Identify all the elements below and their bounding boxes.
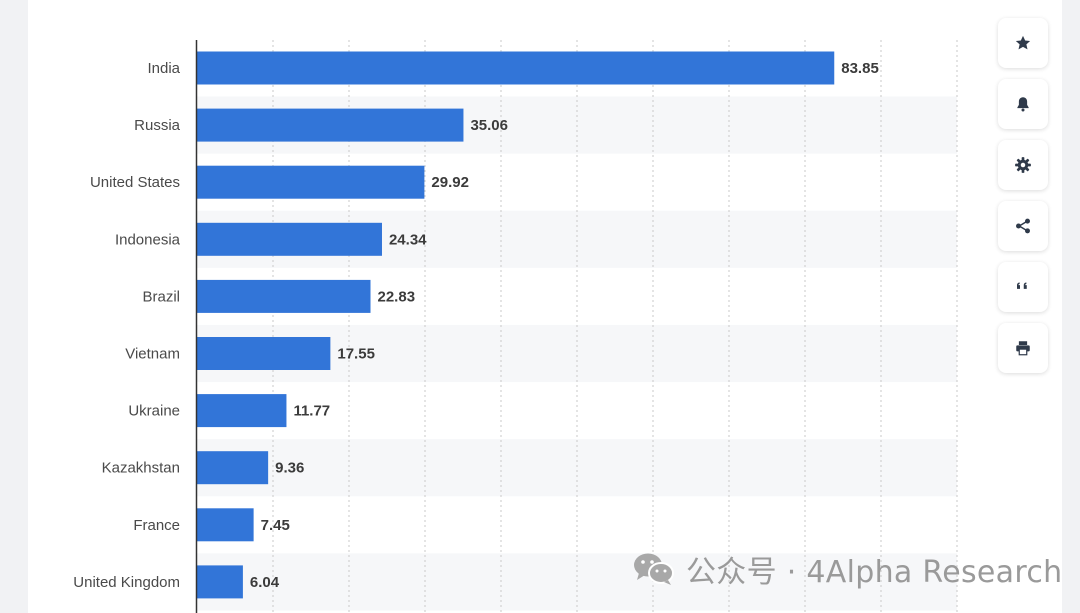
value-label: 83.85 xyxy=(841,60,879,77)
value-label: 17.55 xyxy=(337,346,375,363)
bar[interactable] xyxy=(197,508,254,542)
share-button[interactable] xyxy=(998,201,1048,251)
value-label: 6.04 xyxy=(250,574,280,591)
settings-button[interactable] xyxy=(998,140,1048,190)
cite-button[interactable] xyxy=(998,262,1048,312)
bar[interactable] xyxy=(197,337,331,370)
value-label: 35.06 xyxy=(470,117,508,134)
category-label: France xyxy=(133,517,180,534)
bar[interactable] xyxy=(197,394,287,428)
value-label: 29.92 xyxy=(431,174,469,191)
print-icon xyxy=(1016,341,1030,356)
bars xyxy=(197,51,835,599)
row-stripe xyxy=(197,439,957,497)
star-icon xyxy=(1015,35,1031,50)
category-label: Kazakhstan xyxy=(102,460,180,477)
bar[interactable] xyxy=(197,565,243,599)
value-label: 22.83 xyxy=(378,288,416,305)
value-label: 9.36 xyxy=(275,460,304,477)
category-label: United States xyxy=(90,174,180,191)
share-icon xyxy=(1016,218,1030,234)
category-labels: India Russia United States Indonesia Brazil V… xyxy=(73,60,180,591)
bar-chart: India Russia United States Indonesia Brazil V… xyxy=(73,40,958,613)
gear-icon xyxy=(1015,157,1031,173)
chart-card: India Russia United States Indonesia Brazil V… xyxy=(28,0,1062,613)
bar[interactable] xyxy=(197,108,464,142)
favorite-button[interactable] xyxy=(998,18,1048,68)
print-button[interactable] xyxy=(998,323,1048,373)
chart-toolbar xyxy=(998,18,1050,384)
value-labels: 83.85 35.06 29.92 24.34 22.83 17.55 11.77 9.36 7… xyxy=(250,60,879,591)
category-label: Brazil xyxy=(142,288,180,305)
value-label: 24.34 xyxy=(389,231,427,248)
bar[interactable] xyxy=(197,222,382,256)
category-label: India xyxy=(147,60,180,77)
category-label: Ukraine xyxy=(128,403,180,420)
category-label: Indonesia xyxy=(115,231,181,248)
bar[interactable] xyxy=(197,165,425,199)
category-label: Russia xyxy=(134,117,181,134)
value-label: 7.45 xyxy=(261,517,290,534)
wechat-icon xyxy=(634,553,674,585)
quote-icon xyxy=(1017,282,1027,289)
value-label: 11.77 xyxy=(293,403,330,420)
bar[interactable] xyxy=(197,279,371,313)
category-label: United Kingdom xyxy=(73,574,180,591)
notification-button[interactable] xyxy=(998,79,1048,129)
bell-icon xyxy=(1017,97,1029,112)
watermark: 公众号 · 4Alpha Research xyxy=(632,549,1063,590)
watermark-text: 公众号 · 4Alpha Research xyxy=(686,555,1063,590)
bar[interactable] xyxy=(197,451,269,485)
category-label: Vietnam xyxy=(125,346,180,363)
bar[interactable] xyxy=(197,51,835,85)
